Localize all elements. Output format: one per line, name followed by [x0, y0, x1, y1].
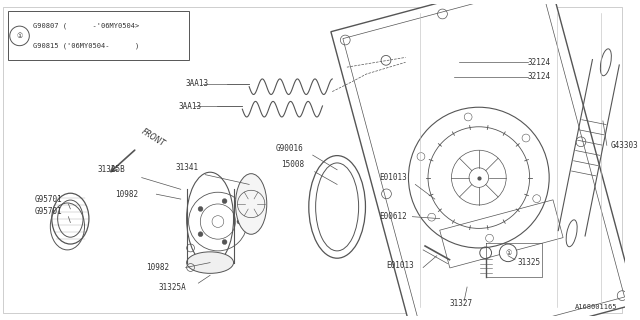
Ellipse shape — [58, 200, 83, 237]
Circle shape — [198, 206, 203, 212]
Text: E01013: E01013 — [379, 173, 407, 182]
Ellipse shape — [187, 252, 234, 273]
Text: G90016: G90016 — [276, 144, 303, 153]
Circle shape — [237, 219, 242, 224]
Text: 3AA13: 3AA13 — [186, 79, 209, 88]
Text: 15008: 15008 — [282, 160, 305, 169]
Circle shape — [222, 199, 227, 204]
Circle shape — [198, 232, 203, 237]
Text: 10982: 10982 — [115, 190, 138, 199]
Ellipse shape — [187, 172, 234, 265]
Ellipse shape — [566, 220, 577, 247]
Text: G90815 ('06MY0504-      ): G90815 ('06MY0504- ) — [33, 43, 140, 49]
Text: G95701: G95701 — [34, 207, 62, 216]
Text: G95701: G95701 — [34, 195, 62, 204]
Ellipse shape — [316, 163, 358, 251]
Ellipse shape — [236, 174, 267, 234]
Text: G43303: G43303 — [611, 141, 639, 150]
Circle shape — [499, 244, 517, 262]
Text: 10982: 10982 — [147, 263, 170, 272]
Text: E01013: E01013 — [386, 261, 413, 270]
Text: 31341: 31341 — [176, 163, 199, 172]
Text: G90807 (      -'06MY0504>: G90807 ( -'06MY0504> — [33, 23, 140, 29]
Text: ①: ① — [505, 250, 511, 256]
Text: 31325B: 31325B — [98, 165, 125, 174]
Text: E00612: E00612 — [379, 212, 407, 221]
Circle shape — [222, 240, 227, 244]
Text: 3AA13: 3AA13 — [179, 102, 202, 111]
Bar — [8, 12, 189, 60]
Text: ①: ① — [17, 33, 22, 39]
Text: 32124: 32124 — [528, 72, 551, 81]
Text: 31327: 31327 — [449, 299, 472, 308]
Text: FRONT: FRONT — [140, 127, 166, 148]
Ellipse shape — [308, 156, 365, 258]
Ellipse shape — [600, 49, 611, 76]
Text: 32124: 32124 — [528, 58, 551, 67]
Ellipse shape — [52, 193, 89, 244]
Circle shape — [10, 26, 29, 46]
Text: A168001165: A168001165 — [575, 305, 618, 310]
Text: 31325: 31325 — [518, 258, 541, 267]
Text: 31325A: 31325A — [158, 283, 186, 292]
Polygon shape — [331, 0, 637, 320]
